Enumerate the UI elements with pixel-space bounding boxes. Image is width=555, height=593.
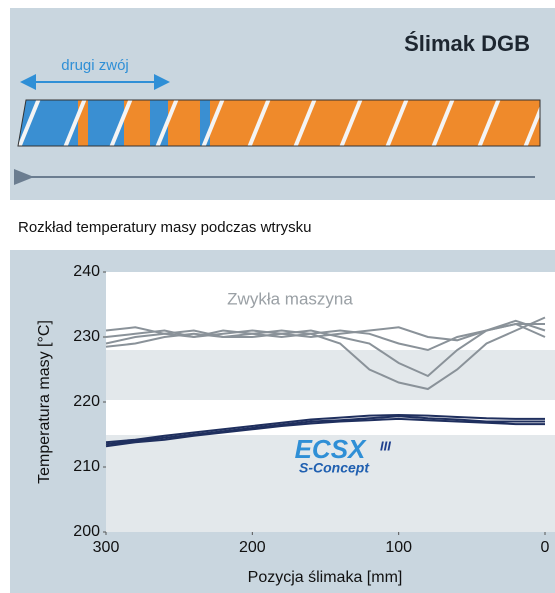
x-axis-label: Pozycja ślimaka [mm] — [248, 569, 403, 586]
screw — [18, 96, 546, 150]
x-tick-label: 100 — [385, 539, 412, 556]
page: Ślimak DGB drugi zwój Rozkład temperatur… — [0, 0, 555, 593]
y-tick-label: 230 — [73, 328, 100, 345]
x-tick-label: 0 — [541, 539, 550, 556]
logo-subtitle: S-Concept — [299, 460, 370, 476]
y-tick-label: 220 — [73, 393, 100, 410]
plot-band — [106, 272, 555, 350]
y-tick-label: 240 — [73, 263, 100, 280]
y-tick-label: 200 — [73, 523, 100, 540]
range-label: drugi zwój — [61, 57, 129, 74]
chart-title: Rozkład temperatury masy podczas wtrysku — [18, 219, 311, 236]
logo-mark: III — [380, 438, 391, 453]
y-axis-label: Temperatura masy [°C] — [36, 320, 53, 484]
y-tick-label: 210 — [73, 458, 100, 475]
diagram-title: Ślimak DGB — [404, 31, 530, 56]
x-tick-label: 200 — [239, 539, 266, 556]
annotation: Zwykła maszyna — [227, 289, 353, 308]
x-tick-label: 300 — [93, 539, 120, 556]
